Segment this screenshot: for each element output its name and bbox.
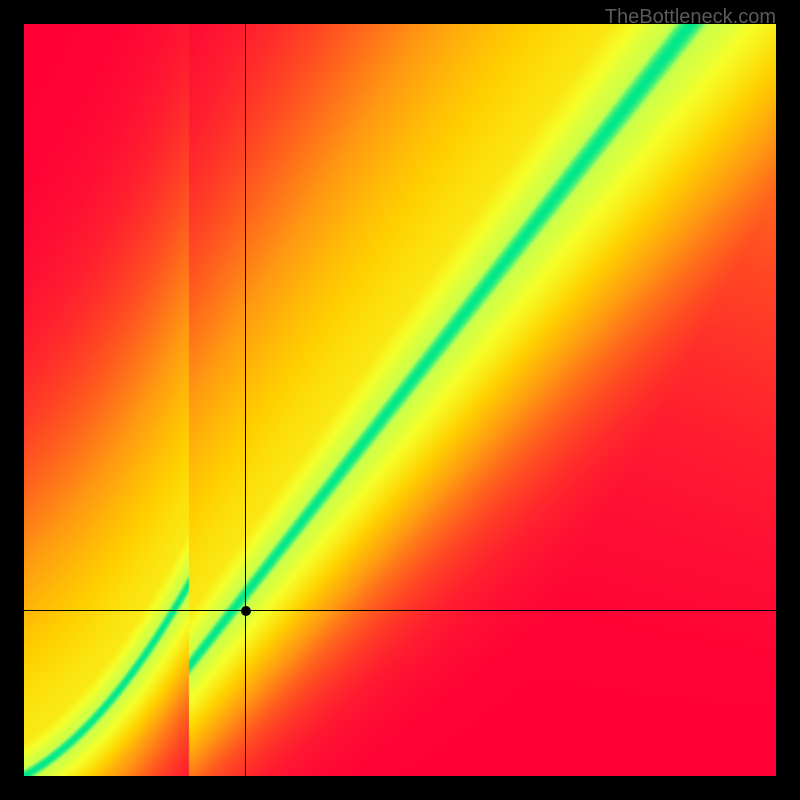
heatmap-canvas bbox=[24, 24, 776, 776]
crosshair-horizontal bbox=[24, 610, 776, 611]
data-point-marker bbox=[241, 606, 251, 616]
watermark: TheBottleneck.com bbox=[605, 6, 776, 29]
heatmap-plot bbox=[24, 24, 776, 776]
crosshair-vertical bbox=[245, 24, 246, 776]
